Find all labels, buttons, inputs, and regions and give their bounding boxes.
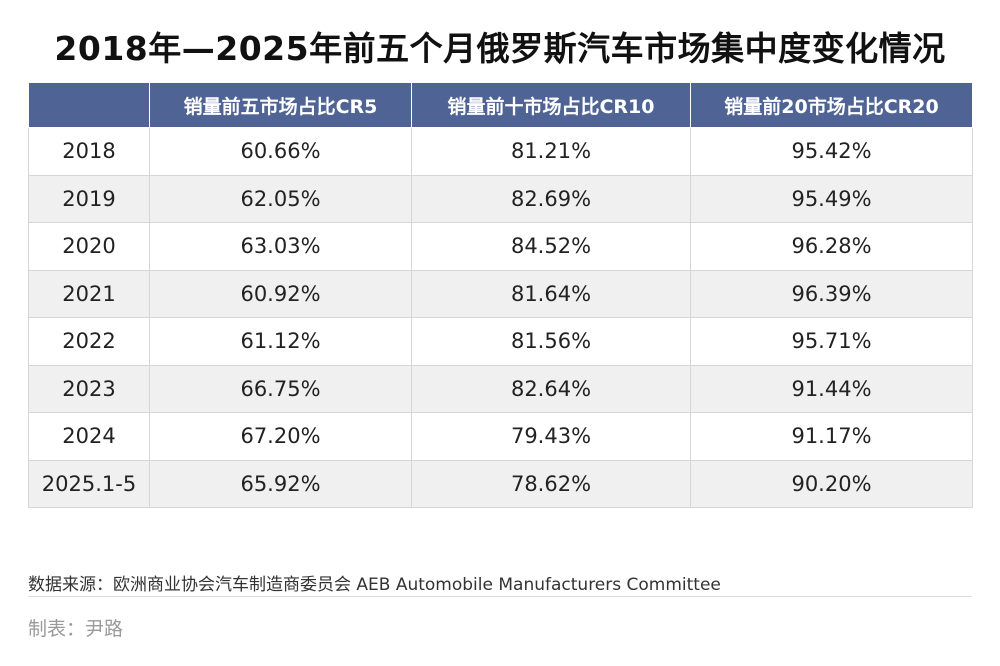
cr10-cell: 78.62% [411, 459, 691, 508]
table-row: 2024 67.20% 79.43% 91.17% [28, 412, 973, 461]
cr10-cell: 82.69% [411, 174, 691, 223]
author-note: 制表：尹路 [28, 618, 124, 640]
cr10-cell: 81.64% [411, 269, 691, 318]
cr5-cell: 67.20% [149, 412, 412, 461]
column-header-cr10: 销量前十市场占比CR10 [411, 82, 691, 128]
cr5-cell: 65.92% [149, 459, 412, 508]
cr5-cell: 66.75% [149, 364, 412, 413]
cr5-cell: 60.66% [149, 127, 412, 176]
year-cell: 2023 [28, 364, 150, 413]
cr5-cell: 61.12% [149, 317, 412, 366]
column-header-cr5: 销量前五市场占比CR5 [149, 82, 412, 128]
cr20-cell: 96.28% [690, 222, 973, 271]
data-table: 销量前五市场占比CR5 销量前十市场占比CR10 销量前20市场占比CR20 2… [28, 82, 973, 508]
year-cell: 2024 [28, 412, 150, 461]
cr20-cell: 96.39% [690, 269, 973, 318]
source-note: 数据来源：欧洲商业协会汽车制造商委员会 AEB Automobile Manuf… [28, 575, 721, 595]
year-cell: 2020 [28, 222, 150, 271]
cr10-cell: 84.52% [411, 222, 691, 271]
year-cell: 2022 [28, 317, 150, 366]
table-row: 2025.1-5 65.92% 78.62% 90.20% [28, 459, 973, 508]
cr5-cell: 63.03% [149, 222, 412, 271]
cr10-cell: 82.64% [411, 364, 691, 413]
year-cell: 2021 [28, 269, 150, 318]
table-row: 2018 60.66% 81.21% 95.42% [28, 127, 973, 176]
cr20-cell: 95.49% [690, 174, 973, 223]
column-header-year [28, 82, 150, 128]
table-header-row: 销量前五市场占比CR5 销量前十市场占比CR10 销量前20市场占比CR20 [28, 82, 973, 128]
cr20-cell: 91.17% [690, 412, 973, 461]
table-row: 2021 60.92% 81.64% 96.39% [28, 269, 973, 318]
table-row: 2023 66.75% 82.64% 91.44% [28, 364, 973, 413]
page-title: 2018年—2025年前五个月俄罗斯汽车市场集中度变化情况 [54, 29, 946, 68]
year-cell: 2018 [28, 127, 150, 176]
footer-divider [28, 596, 972, 597]
cr20-cell: 90.20% [690, 459, 973, 508]
cr5-cell: 60.92% [149, 269, 412, 318]
cr5-cell: 62.05% [149, 174, 412, 223]
cr20-cell: 95.71% [690, 317, 973, 366]
table-row: 2022 61.12% 81.56% 95.71% [28, 317, 973, 366]
column-header-cr20: 销量前20市场占比CR20 [690, 82, 973, 128]
table-row: 2019 62.05% 82.69% 95.49% [28, 174, 973, 223]
year-cell: 2025.1-5 [28, 459, 150, 508]
cr10-cell: 81.21% [411, 127, 691, 176]
cr20-cell: 91.44% [690, 364, 973, 413]
table-row: 2020 63.03% 84.52% 96.28% [28, 222, 973, 271]
cr10-cell: 79.43% [411, 412, 691, 461]
year-cell: 2019 [28, 174, 150, 223]
cr20-cell: 95.42% [690, 127, 973, 176]
cr10-cell: 81.56% [411, 317, 691, 366]
